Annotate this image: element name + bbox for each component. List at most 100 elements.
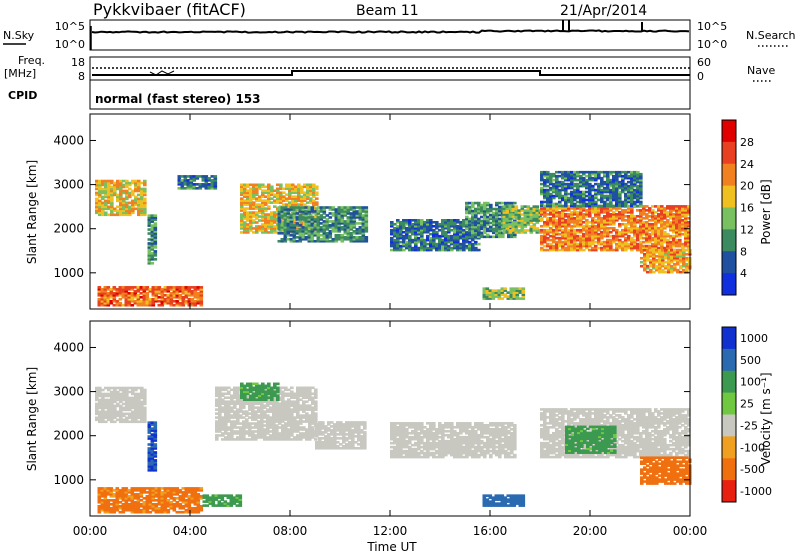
heatmap-cell bbox=[549, 178, 553, 182]
heatmap-cell bbox=[682, 252, 686, 256]
heatmap-cell bbox=[621, 178, 625, 182]
heatmap-cell bbox=[591, 234, 595, 238]
heatmap-cell bbox=[591, 222, 595, 226]
heatmap-cell bbox=[316, 224, 321, 227]
heatmap-cell bbox=[110, 386, 114, 390]
heatmap-cell bbox=[355, 232, 360, 235]
heatmap-cell bbox=[292, 228, 297, 231]
heatmap-cell bbox=[101, 201, 105, 205]
heatmap-cell bbox=[402, 219, 406, 222]
heatmap-cell bbox=[441, 244, 445, 248]
heatmap-cell bbox=[95, 410, 99, 414]
heatmap-cell bbox=[576, 186, 580, 190]
heatmap-cell bbox=[603, 246, 607, 250]
heatmap-cell bbox=[495, 213, 499, 217]
heatmap-cell bbox=[684, 238, 688, 242]
heatmap-cell bbox=[131, 193, 135, 197]
heatmap-cell bbox=[307, 210, 312, 213]
heatmap-cell bbox=[177, 179, 182, 182]
heatmap-cell bbox=[552, 228, 556, 232]
heatmap-cell bbox=[163, 501, 168, 504]
heatmap-cell bbox=[340, 206, 345, 209]
heatmap-cell bbox=[340, 226, 345, 229]
heatmap-cell bbox=[137, 410, 141, 414]
heatmap-cell bbox=[670, 250, 674, 254]
heatmap-cell bbox=[107, 410, 111, 414]
heatmap-cell bbox=[128, 400, 132, 404]
heatmap-cell bbox=[521, 287, 526, 290]
heatmap-cell bbox=[423, 226, 427, 230]
heatmap-cell bbox=[535, 221, 540, 224]
heatmap-cell bbox=[175, 290, 180, 293]
heatmap-cell bbox=[673, 258, 677, 262]
heatmap-cell bbox=[137, 211, 141, 215]
heatmap-cell bbox=[558, 188, 562, 192]
heatmap-cell bbox=[645, 213, 649, 216]
heatmap-cell bbox=[137, 205, 141, 209]
heatmap-cell bbox=[261, 213, 265, 216]
heatmap-cell bbox=[187, 297, 192, 301]
heatmap-cell bbox=[591, 170, 595, 174]
heatmap-cell bbox=[597, 220, 601, 224]
heatmap-cell bbox=[669, 224, 673, 228]
heatmap-cell bbox=[603, 244, 607, 248]
heatmap-cell bbox=[651, 230, 655, 234]
heatmap-cell bbox=[289, 218, 294, 221]
heatmap-cell bbox=[543, 188, 547, 192]
heatmap-cell bbox=[483, 207, 487, 211]
heatmap-cell bbox=[555, 213, 559, 216]
heatmap-cell bbox=[405, 244, 409, 248]
heatmap-cell bbox=[549, 234, 553, 238]
heatmap-cell bbox=[337, 230, 342, 233]
heatmap-cell bbox=[529, 219, 534, 222]
heatmap-cell bbox=[343, 220, 348, 223]
heatmap-cell bbox=[249, 219, 253, 222]
heatmap-cell bbox=[306, 195, 310, 198]
heatmap-cell bbox=[147, 451, 152, 454]
heatmap-cell bbox=[289, 206, 294, 209]
heatmap-cell bbox=[148, 297, 153, 301]
heatmap-cell bbox=[172, 508, 177, 512]
heatmap-cell bbox=[672, 238, 676, 242]
heatmap-cell bbox=[279, 183, 283, 187]
heatmap-cell bbox=[663, 226, 667, 230]
heatmap-cell bbox=[128, 211, 132, 215]
heatmap-cell bbox=[657, 213, 661, 216]
heatmap-cell bbox=[131, 406, 135, 410]
heatmap-cell bbox=[474, 236, 478, 240]
heatmap-cell bbox=[682, 264, 686, 268]
heatmap-cell bbox=[107, 207, 111, 211]
heatmap-cell bbox=[477, 201, 481, 205]
heatmap-cell bbox=[276, 191, 280, 195]
heatmap-cell bbox=[480, 211, 484, 215]
heatmap-cell bbox=[612, 236, 616, 240]
heatmap-cell bbox=[309, 189, 313, 193]
heatmap-cell bbox=[612, 238, 616, 242]
heatmap-cell bbox=[655, 268, 659, 272]
heatmap-cell bbox=[130, 499, 135, 502]
heatmap-cell bbox=[502, 207, 507, 210]
heatmap-cell bbox=[270, 189, 274, 193]
heatmap-cell bbox=[624, 226, 628, 230]
heatmap-cell bbox=[501, 233, 505, 237]
heatmap-cell bbox=[104, 183, 108, 187]
heatmap-cell bbox=[636, 220, 640, 224]
heatmap-cell bbox=[232, 496, 237, 499]
heatmap-cell bbox=[661, 262, 665, 266]
heatmap-cell bbox=[511, 225, 516, 228]
heatmap-cell bbox=[485, 295, 490, 298]
heatmap-cell bbox=[280, 216, 285, 219]
heatmap-cell bbox=[573, 170, 577, 174]
heatmap-cell bbox=[546, 213, 550, 216]
heatmap-cell bbox=[471, 227, 475, 231]
heatmap-cell bbox=[115, 499, 120, 502]
heatmap-cell bbox=[546, 222, 550, 226]
heatmap-cell bbox=[98, 201, 102, 205]
heatmap-cell bbox=[591, 202, 595, 206]
heatmap-cell bbox=[215, 434, 219, 437]
heatmap-cell bbox=[489, 217, 493, 221]
heatmap-cell bbox=[585, 174, 589, 178]
heatmap-cell bbox=[334, 214, 339, 217]
heatmap-cell bbox=[652, 258, 656, 262]
heatmap-cell bbox=[492, 227, 496, 231]
